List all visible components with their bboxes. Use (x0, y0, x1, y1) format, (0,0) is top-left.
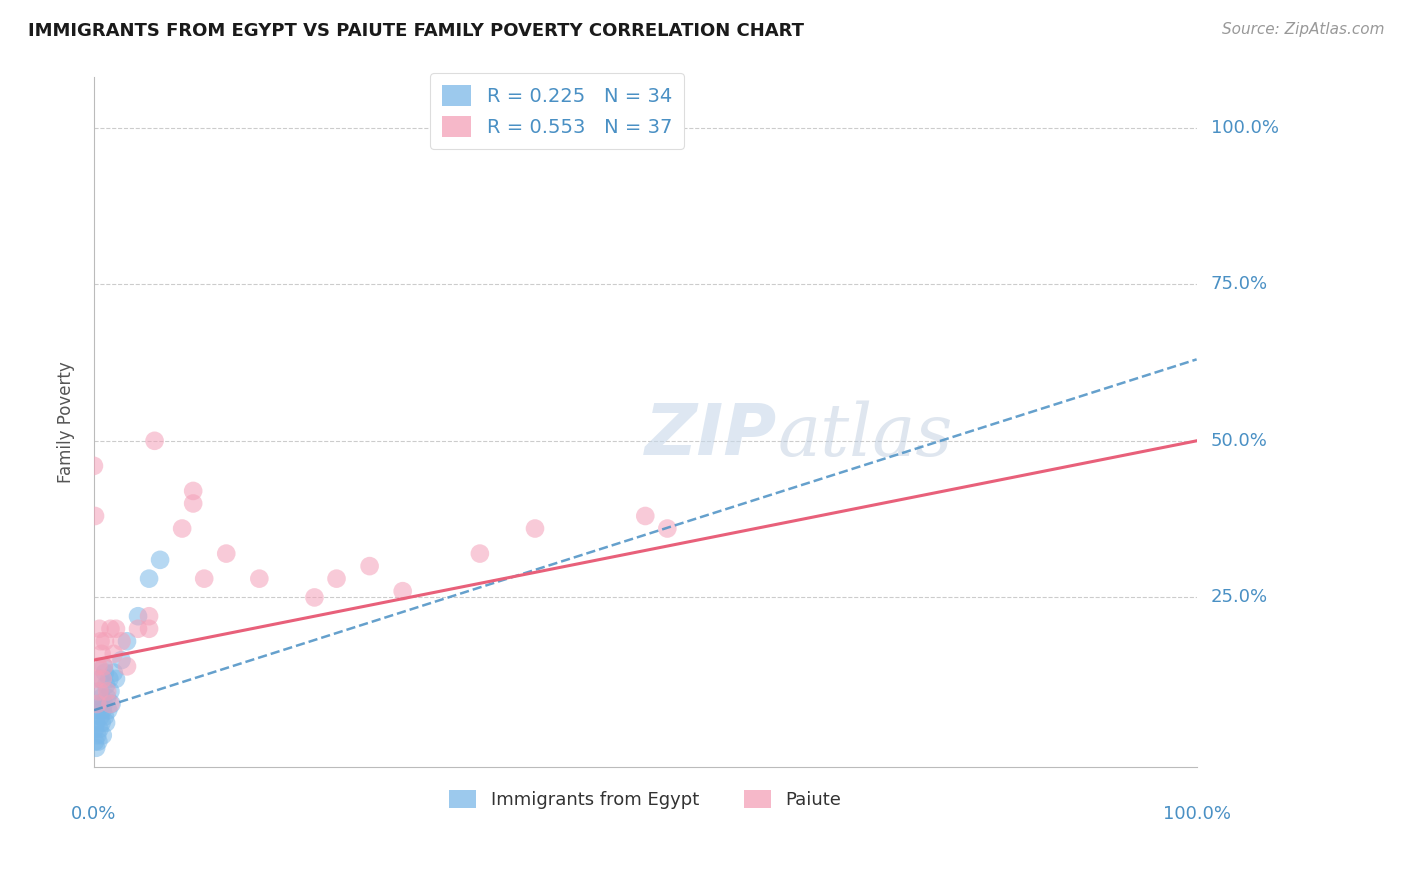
Point (87, 659, 110, 673)
Point (325, 572, 347, 586)
Point (91, 672, 114, 686)
Text: 100.0%: 100.0% (1163, 805, 1230, 823)
Point (115, 659, 138, 673)
Point (93, 659, 115, 673)
Text: 100.0%: 100.0% (1211, 119, 1278, 136)
Point (110, 653, 132, 667)
Point (138, 622, 160, 636)
Y-axis label: Family Poverty: Family Poverty (58, 361, 75, 483)
Point (304, 591, 326, 605)
Point (215, 547, 238, 561)
Point (110, 634, 132, 648)
Text: 25.0%: 25.0% (1211, 589, 1268, 607)
Point (247, 572, 270, 586)
Point (391, 584, 413, 599)
Point (634, 508, 657, 523)
Point (127, 609, 149, 624)
Text: 75.0%: 75.0% (1211, 276, 1268, 293)
Point (87, 697, 110, 711)
Point (138, 572, 160, 586)
Point (91, 728, 114, 742)
Point (100, 684, 122, 698)
Point (94, 709, 117, 723)
Point (181, 496, 204, 510)
Point (84, 508, 107, 523)
Point (468, 547, 491, 561)
Point (90, 672, 112, 686)
Point (84, 672, 107, 686)
Point (181, 483, 204, 498)
Point (86, 697, 108, 711)
Point (89, 622, 111, 636)
Point (96, 684, 118, 698)
Point (89, 684, 111, 698)
Point (98, 672, 121, 686)
Point (90, 647, 112, 661)
Point (193, 572, 215, 586)
Point (115, 634, 138, 648)
Point (90, 634, 112, 648)
Point (149, 553, 172, 567)
Point (103, 647, 125, 661)
Point (87, 734, 110, 748)
Point (100, 697, 122, 711)
Point (524, 522, 547, 536)
Point (96, 690, 118, 705)
Text: ZIP: ZIP (645, 401, 778, 470)
Point (138, 609, 160, 624)
Point (94, 715, 117, 730)
Point (93, 659, 115, 673)
Point (90, 715, 112, 730)
Point (91, 703, 114, 717)
Point (359, 559, 381, 574)
Point (89, 722, 111, 736)
Text: 50.0%: 50.0% (1211, 432, 1267, 450)
Text: IMMIGRANTS FROM EGYPT VS PAIUTE FAMILY POVERTY CORRELATION CHART: IMMIGRANTS FROM EGYPT VS PAIUTE FAMILY P… (28, 22, 804, 40)
Point (84, 740, 107, 755)
Point (86, 728, 108, 742)
Text: Source: ZipAtlas.com: Source: ZipAtlas.com (1222, 22, 1385, 37)
Point (104, 622, 127, 636)
Point (127, 622, 149, 636)
Text: atlas: atlas (778, 401, 953, 471)
Point (94, 665, 117, 680)
Point (657, 522, 679, 536)
Point (93, 697, 115, 711)
Point (97, 703, 120, 717)
Legend: Immigrants from Egypt, Paiute: Immigrants from Egypt, Paiute (441, 782, 849, 816)
Point (172, 522, 194, 536)
Point (89, 684, 111, 698)
Point (84, 734, 107, 748)
Point (83, 458, 105, 473)
Text: 0.0%: 0.0% (72, 805, 117, 823)
Point (103, 665, 125, 680)
Point (90, 709, 112, 723)
Point (86, 703, 108, 717)
Point (100, 697, 122, 711)
Point (143, 434, 166, 448)
Point (100, 622, 122, 636)
Point (84, 715, 107, 730)
Point (90, 690, 112, 705)
Point (94, 634, 117, 648)
Point (84, 722, 107, 736)
Point (94, 678, 117, 692)
Point (104, 672, 127, 686)
